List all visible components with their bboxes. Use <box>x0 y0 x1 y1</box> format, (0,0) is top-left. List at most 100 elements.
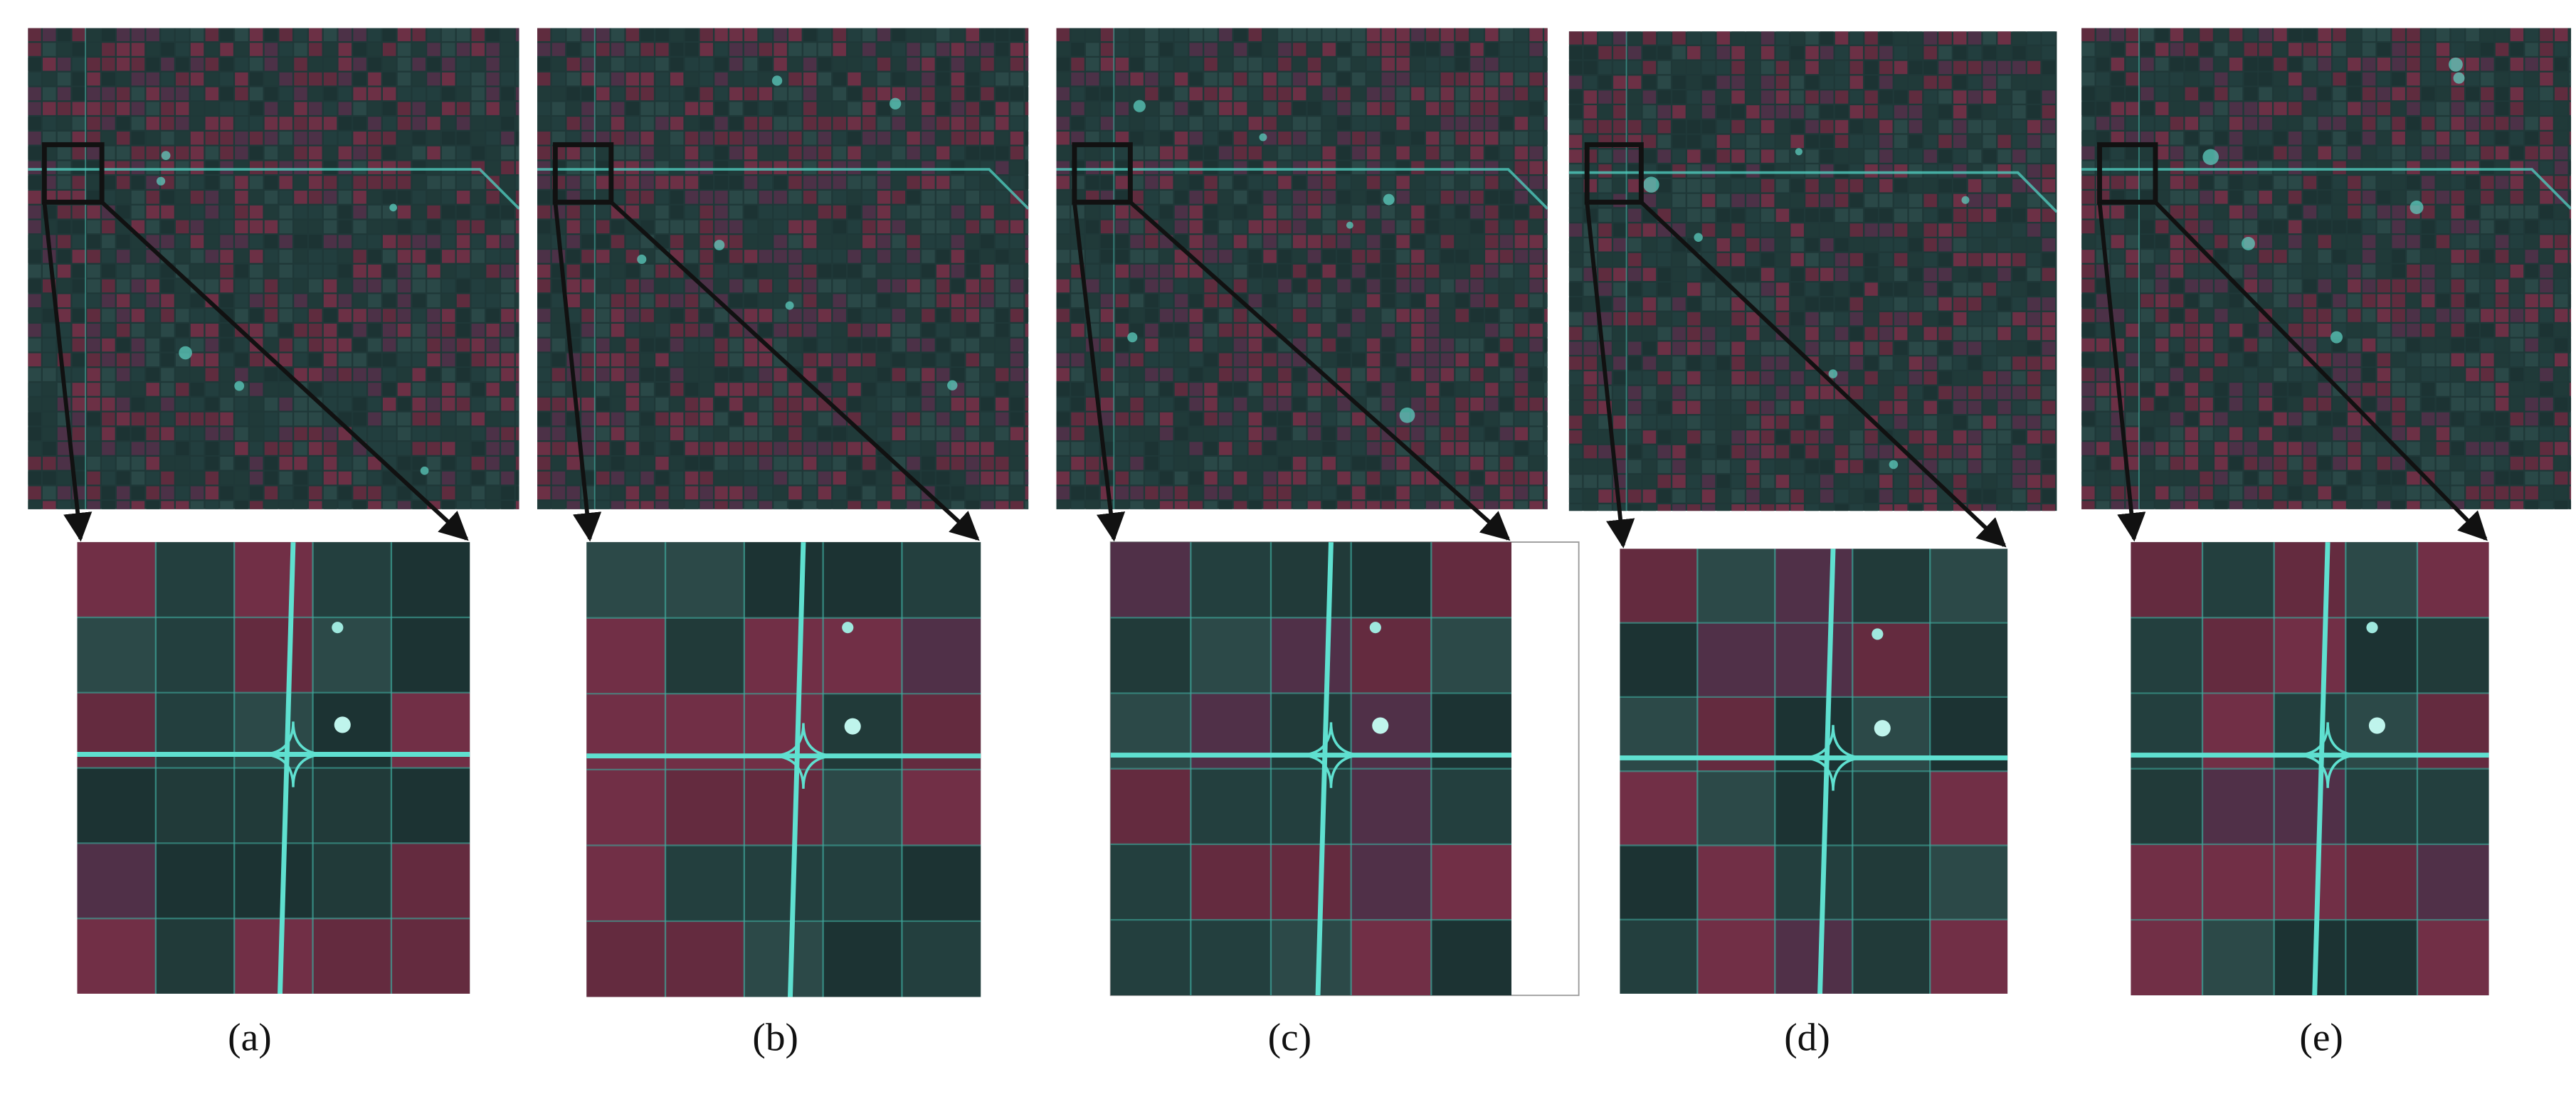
field <box>2012 179 2026 193</box>
field <box>2436 117 2450 130</box>
field <box>1514 427 1529 440</box>
field <box>537 220 551 234</box>
field <box>1396 427 1410 440</box>
field <box>655 220 669 234</box>
selection-box <box>1584 142 1644 205</box>
field <box>566 131 580 145</box>
field <box>155 617 235 693</box>
field <box>951 397 965 411</box>
field <box>833 72 846 86</box>
field <box>1657 504 1671 511</box>
field <box>1307 28 1321 41</box>
field <box>87 324 100 337</box>
field <box>1909 341 1923 355</box>
field <box>2318 43 2332 56</box>
field <box>279 161 292 174</box>
field <box>951 471 965 485</box>
field <box>1864 267 1878 282</box>
field <box>1278 220 1292 234</box>
field <box>161 205 174 219</box>
field <box>1115 43 1129 56</box>
field <box>176 294 189 307</box>
field <box>2012 430 2026 444</box>
field <box>2027 238 2041 252</box>
field <box>1263 397 1277 411</box>
field <box>1627 46 1642 60</box>
field <box>714 353 728 367</box>
field <box>412 43 426 56</box>
field <box>279 264 292 278</box>
field <box>744 117 758 130</box>
field <box>551 486 566 500</box>
field <box>1470 501 1484 509</box>
field <box>2215 131 2228 145</box>
field <box>566 279 580 293</box>
field <box>1248 58 1262 71</box>
field <box>936 279 950 293</box>
field <box>1997 489 2011 503</box>
field <box>877 176 891 189</box>
field <box>1514 87 1529 101</box>
field <box>2481 58 2494 71</box>
field <box>1909 386 1923 400</box>
field <box>877 338 891 352</box>
field <box>471 28 485 41</box>
field <box>368 368 381 381</box>
field <box>471 43 485 56</box>
field <box>1544 353 1548 367</box>
field <box>1337 161 1351 174</box>
field <box>427 220 440 234</box>
field <box>1746 208 1760 222</box>
field <box>2451 117 2465 130</box>
field <box>1130 427 1144 440</box>
field <box>1790 60 1804 75</box>
field <box>442 353 455 367</box>
field <box>1953 164 1967 178</box>
field <box>1425 28 1440 41</box>
field <box>1568 326 1583 341</box>
field <box>1879 46 1893 60</box>
field <box>1820 105 1834 119</box>
field <box>1701 341 1716 355</box>
field <box>1761 282 1775 296</box>
field <box>1642 60 1657 75</box>
field <box>537 205 551 219</box>
field <box>1086 264 1099 278</box>
field <box>1174 427 1188 440</box>
field <box>803 309 817 322</box>
field <box>1731 400 1745 415</box>
field <box>951 412 965 426</box>
field <box>1366 146 1381 160</box>
field <box>87 427 100 440</box>
field <box>1470 294 1484 307</box>
field <box>28 235 41 248</box>
field <box>951 264 965 278</box>
field <box>1835 282 1849 296</box>
field <box>338 324 352 337</box>
field <box>397 412 411 426</box>
field <box>57 501 71 509</box>
field <box>996 427 1009 440</box>
field <box>1411 131 1425 145</box>
field <box>397 279 411 293</box>
field <box>205 117 219 130</box>
field <box>2012 341 2026 355</box>
field <box>759 501 773 509</box>
field <box>759 427 773 440</box>
field <box>1879 75 1893 89</box>
field <box>1790 208 1804 222</box>
field <box>1731 326 1745 341</box>
field <box>1010 28 1024 41</box>
field <box>2027 253 2041 267</box>
field <box>1440 205 1455 219</box>
field <box>1864 193 1878 208</box>
field <box>427 146 440 160</box>
field <box>788 427 802 440</box>
field <box>877 43 891 56</box>
field <box>2012 400 2026 415</box>
field <box>309 146 322 160</box>
field <box>1657 193 1671 208</box>
field <box>205 146 219 160</box>
field <box>2377 131 2391 145</box>
field <box>235 279 248 293</box>
